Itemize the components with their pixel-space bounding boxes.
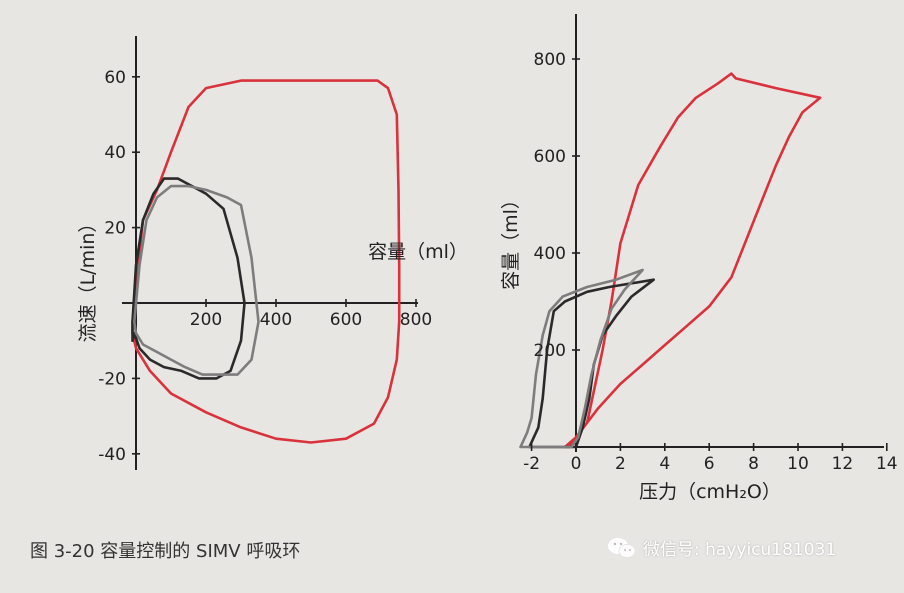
y-axis-label-volume: 容量（ml）: [500, 190, 522, 290]
y-tick-label: 60: [104, 68, 126, 88]
loop-series-black: [528, 278, 655, 449]
x-tick-label: 4: [659, 454, 670, 474]
y-tick-label: 400: [534, 244, 566, 264]
loop-series-gray: [519, 268, 644, 449]
y-tick-label: -40: [98, 445, 126, 465]
x-tick-label: 12: [832, 454, 854, 474]
y-tick-label: 200: [534, 341, 566, 361]
x-tick-label: -2: [523, 454, 540, 474]
loop-series-black: [131, 177, 246, 380]
wechat-icon: [608, 537, 636, 558]
pressure-volume-loop-chart: -2 0 2 4 6 8 10 12 14 200 400 600 800 压力（cmH₂O） 容量（m…: [500, 14, 898, 503]
x-tick-label: 10: [787, 454, 809, 474]
y-axis-label-flow: 流速（L/min）: [77, 214, 99, 343]
x-tick-label: 600: [330, 310, 362, 330]
x-tick-label: 6: [704, 454, 715, 474]
y-tick-label: 800: [534, 50, 566, 70]
y-tick-label: -20: [98, 369, 126, 389]
x-tick-label: 400: [260, 310, 292, 330]
x-tick-label: 200: [190, 310, 222, 330]
loop-series-gray: [133, 184, 260, 376]
y-tick-label: 20: [104, 219, 126, 239]
flow-volume-loop-chart: 200 400 600 800 -40 -20 20 40 60 容量（ml） 流速（L/min…: [77, 36, 468, 470]
watermark-text: 微信号: hayyicu181031: [643, 540, 837, 560]
x-tick-label: 800: [400, 310, 432, 330]
x-axis-label-volume: 容量（ml）: [368, 241, 468, 263]
x-tick-label: 14: [876, 454, 898, 474]
x-tick-label: 0: [571, 454, 582, 474]
watermark: 微信号: hayyicu181031: [607, 535, 836, 560]
y-tick-label: 40: [104, 143, 126, 163]
loop-series-red: [131, 79, 401, 444]
figure-caption: 图 3-20 容量控制的 SIMV 呼吸环: [30, 541, 301, 562]
y-tick-label: 600: [534, 147, 566, 167]
x-tick-label: 2: [615, 454, 626, 474]
x-axis-label-pressure: 压力（cmH₂O）: [639, 481, 781, 503]
x-tick-label: 8: [748, 454, 759, 474]
loop-series-red: [563, 72, 822, 449]
